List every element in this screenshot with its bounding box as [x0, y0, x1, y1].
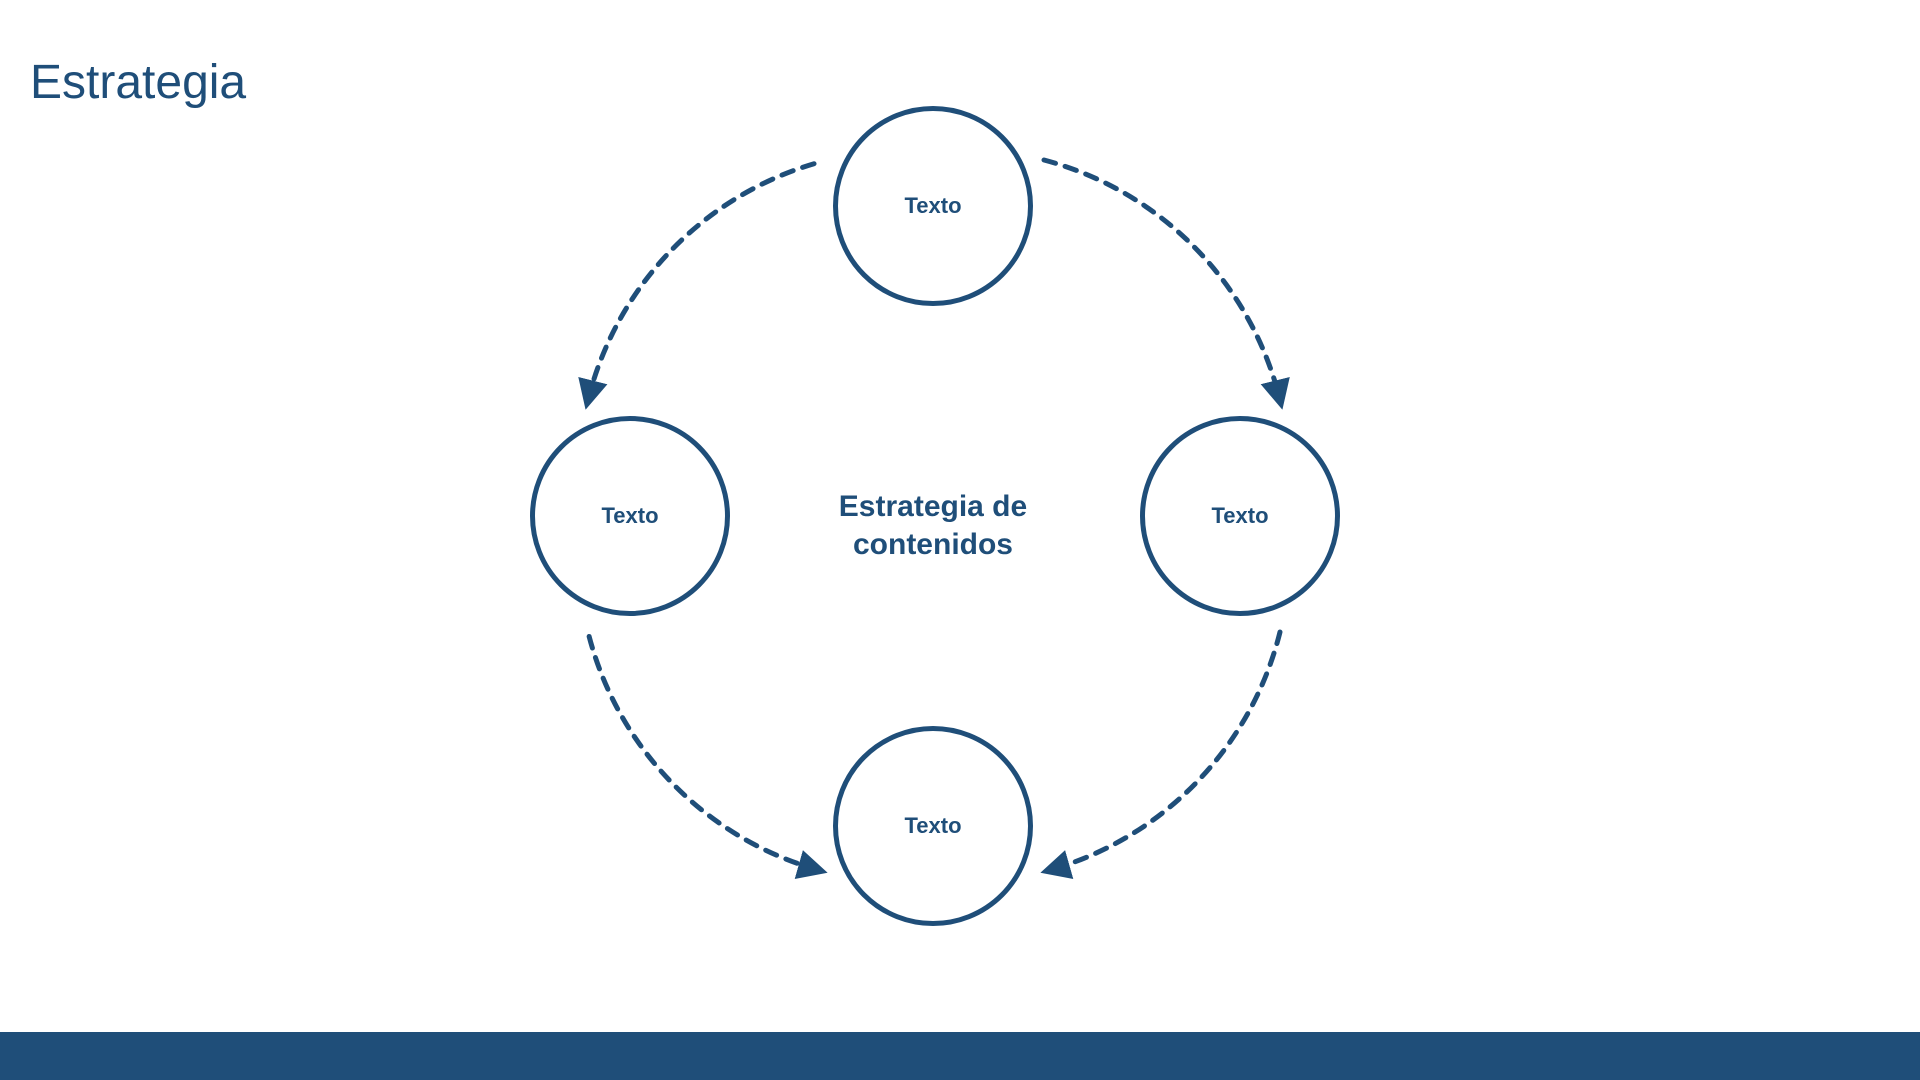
- slide: Estrategia Estrategia de contenidos Text…: [0, 0, 1920, 1080]
- cycle-node-bottom: Texto: [833, 726, 1033, 926]
- diagram-center-label: Estrategia de contenidos: [783, 488, 1083, 563]
- slide-title: Estrategia: [30, 55, 246, 110]
- cycle-arrow-top-right: [1044, 160, 1280, 400]
- center-label-line2: contenidos: [783, 526, 1083, 564]
- cycle-arrow-bottom-left: [588, 632, 818, 870]
- footer-bar: [0, 1032, 1920, 1080]
- cycle-node-top: Texto: [833, 106, 1033, 306]
- cycle-arrow-left-top: [588, 162, 820, 400]
- cycle-node-right: Texto: [1140, 416, 1340, 616]
- cycle-arrow-right-bottom: [1050, 632, 1280, 870]
- center-label-line1: Estrategia de: [783, 488, 1083, 526]
- cycle-node-left: Texto: [530, 416, 730, 616]
